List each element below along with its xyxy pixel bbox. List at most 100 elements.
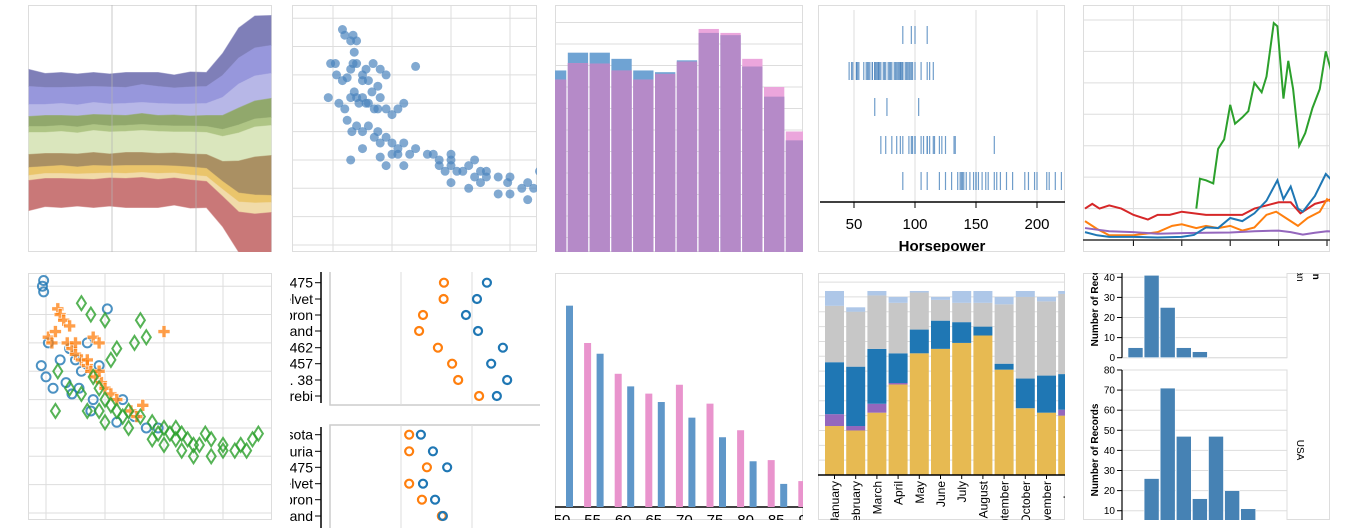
scatter-point — [399, 138, 409, 148]
dot-blue — [460, 309, 472, 321]
scatter-point — [464, 183, 474, 193]
histogram-bar — [1192, 498, 1208, 520]
dot-blue — [497, 342, 508, 353]
cross-point — [81, 353, 94, 367]
bar-segment-0 — [867, 412, 887, 475]
scatter-point — [352, 121, 362, 131]
facet-frame — [329, 424, 540, 528]
panel-frame — [1083, 5, 1330, 252]
x-tick-label: 85 — [768, 512, 785, 528]
bar-segment-3 — [825, 305, 844, 363]
y-tick-label: 50 — [1104, 426, 1116, 437]
bar-segment-3 — [846, 311, 866, 367]
scatter-point — [375, 138, 385, 148]
row-label: Velvet — [275, 476, 313, 492]
bar-pink — [737, 430, 745, 507]
panel-frame — [292, 5, 537, 252]
y-tick-label: 70 — [1104, 386, 1116, 397]
circle-point — [38, 286, 50, 298]
dot-blue — [502, 374, 513, 386]
scatter-point — [523, 178, 533, 188]
circle-point — [38, 275, 50, 287]
bar-segment-0 — [952, 342, 972, 475]
diamond-point — [75, 294, 88, 313]
bar-segment-3 — [909, 292, 929, 330]
y-axis-title: Number of Records — [1090, 253, 1101, 346]
scatter-point — [446, 149, 456, 159]
scatter-point — [470, 155, 480, 165]
y-tick-label: 10 — [1104, 333, 1116, 344]
bar-segment-2 — [909, 329, 929, 354]
bar-segment-1 — [867, 403, 887, 413]
scatter-point — [476, 178, 485, 188]
diamond-point — [199, 424, 211, 443]
dot-blue — [471, 293, 483, 305]
bar-overlap — [676, 61, 698, 252]
bar-segment-4 — [1058, 290, 1065, 294]
month-label: May — [913, 481, 927, 504]
histogram-bar — [1192, 351, 1208, 359]
x-tick-label: 50 — [554, 512, 571, 528]
histogram-bar — [1240, 508, 1256, 520]
row-label: Wisconsin No. 38 — [204, 372, 313, 388]
row-header-title: Origin — [1310, 250, 1321, 279]
scatter-point — [381, 161, 391, 171]
scatter-point — [411, 144, 421, 154]
scatter-point — [440, 166, 450, 176]
bar-blue — [596, 353, 604, 507]
circle-point — [35, 360, 47, 372]
row-label: Glabron — [263, 492, 313, 508]
scatter-point — [381, 104, 391, 114]
bar-segment-4 — [846, 307, 866, 312]
bar-overlap — [742, 66, 763, 252]
diamond-point — [99, 413, 111, 432]
histogram-bar — [1159, 307, 1176, 359]
scatter-point — [363, 76, 373, 86]
scatter-point — [523, 195, 533, 205]
scatter-point — [340, 104, 350, 114]
bar-segment-0 — [825, 426, 844, 475]
scatter-point — [332, 70, 342, 80]
scatter-point — [329, 5, 332, 6]
diamond-point — [85, 305, 97, 324]
diamond-point — [99, 390, 111, 409]
row-label: Trebi — [282, 388, 313, 404]
stream-layer-9 — [28, 176, 272, 252]
diamond-point — [217, 436, 229, 454]
bar-blue — [627, 386, 635, 507]
streamgraph-chart — [28, 5, 272, 252]
scatter-point — [411, 61, 421, 71]
circle-point — [47, 382, 59, 394]
bar-segment-0 — [931, 348, 950, 475]
bar-segment-0 — [846, 430, 866, 475]
bar-blue — [657, 402, 665, 507]
scatter-point — [505, 172, 515, 182]
scatter-point — [381, 132, 391, 142]
panel-frame — [28, 273, 272, 520]
y-axis-title: Number of Records — [1090, 403, 1101, 496]
bar-segment-4 — [952, 290, 972, 303]
dot-blue — [442, 462, 453, 473]
bar-blue — [780, 483, 788, 507]
scatter-point — [352, 36, 362, 46]
stacked-bar-chart: January February March April May June July Augu… — [818, 273, 1065, 528]
cross-point — [49, 325, 62, 338]
bar-segment-2 — [867, 348, 887, 404]
y-tick-label: 40 — [1104, 273, 1116, 284]
bar-overlap — [655, 73, 676, 252]
scatter-point — [349, 47, 359, 57]
diamond-point — [181, 430, 194, 449]
y-tick-label: 0 — [1109, 353, 1115, 364]
bar-segment-2 — [1015, 378, 1035, 409]
scatter-point — [446, 178, 456, 188]
diamond-point — [252, 424, 265, 443]
month-label: September — [998, 481, 1012, 528]
diamond-point — [93, 379, 105, 398]
histogram-bar — [1224, 490, 1240, 520]
diamond-point — [134, 407, 147, 426]
scatter-point — [367, 87, 377, 97]
y-tick-label: 80 — [1104, 366, 1116, 377]
scatter-point — [323, 93, 333, 103]
scatter-point — [368, 59, 378, 69]
